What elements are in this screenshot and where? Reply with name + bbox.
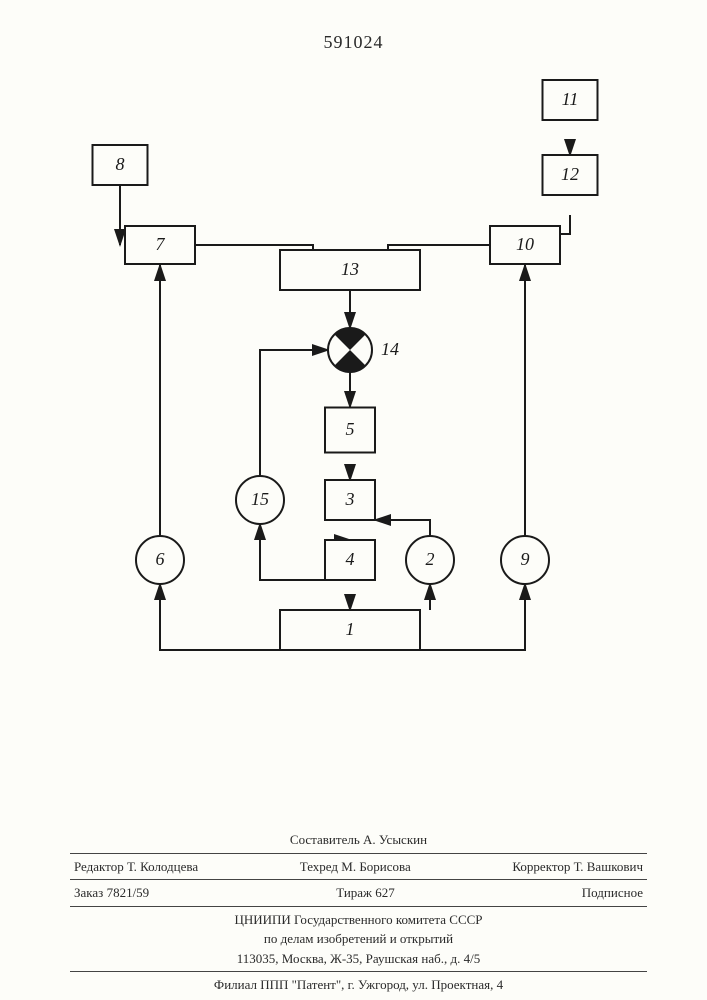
svg-text:10: 10: [516, 234, 534, 254]
svg-text:6: 6: [156, 549, 165, 569]
node-11: 11: [543, 80, 598, 120]
footer-block: Составитель А. Усыскин Редактор Т. Колод…: [70, 830, 647, 995]
svg-text:9: 9: [521, 549, 530, 569]
podpis: Подписное: [582, 883, 643, 903]
node-14: 14: [328, 327, 399, 372]
svg-text:8: 8: [116, 154, 125, 174]
svg-text:14: 14: [381, 339, 399, 359]
node-9: 9: [501, 536, 549, 584]
node-1: 1: [280, 610, 420, 650]
tirazh-label: Тираж: [336, 885, 372, 900]
node-8: 8: [93, 145, 148, 185]
edge-n1-n9: [420, 584, 525, 650]
svg-text:11: 11: [562, 89, 579, 109]
composer-name: А. Усыскин: [363, 832, 427, 847]
node-15: 15: [236, 476, 284, 524]
corrector-label: Корректор: [512, 859, 570, 874]
svg-text:4: 4: [346, 549, 355, 569]
node-4: 4: [325, 540, 375, 580]
techred-name: М. Борисова: [341, 859, 411, 874]
branch: Филиал ППП "Патент", г. Ужгород, ул. Про…: [70, 975, 647, 995]
svg-text:7: 7: [156, 234, 166, 254]
corrector-name: Т. Вашкович: [574, 859, 643, 874]
svg-text:1: 1: [346, 619, 355, 639]
svg-text:5: 5: [346, 419, 355, 439]
node-3: 3: [325, 480, 375, 520]
node-7: 7: [125, 226, 195, 264]
edge-n1-n6: [160, 584, 280, 650]
addr: 113035, Москва, Ж-35, Раушская наб., д. …: [70, 949, 647, 969]
editor-name: Т. Колодцева: [127, 859, 198, 874]
order-num: 7821/59: [107, 885, 150, 900]
svg-text:12: 12: [561, 164, 579, 184]
techred-label: Техред: [300, 859, 338, 874]
org-line2: по делам изобретений и открытий: [70, 929, 647, 949]
svg-text:15: 15: [251, 489, 269, 509]
node-12: 12: [543, 155, 598, 195]
node-2: 2: [406, 536, 454, 584]
edge-n2-n3: [375, 520, 430, 536]
node-6: 6: [136, 536, 184, 584]
editor-label: Редактор: [74, 859, 124, 874]
node-5: 5: [325, 408, 375, 453]
edge-n4-n15: [260, 524, 325, 580]
order-label: Заказ: [74, 885, 103, 900]
svg-text:2: 2: [426, 549, 435, 569]
node-13: 13: [280, 250, 420, 290]
patent-number: 591024: [324, 32, 384, 53]
org-line1: ЦНИИПИ Государственного комитета СССР: [70, 910, 647, 930]
node-10: 10: [490, 226, 560, 264]
svg-text:3: 3: [345, 489, 355, 509]
svg-text:13: 13: [341, 259, 359, 279]
composer-label: Составитель: [290, 832, 360, 847]
block-diagram: 123456789101112131415: [50, 70, 650, 720]
tirazh-num: 627: [375, 885, 395, 900]
edge-n15-n14: [260, 350, 328, 476]
